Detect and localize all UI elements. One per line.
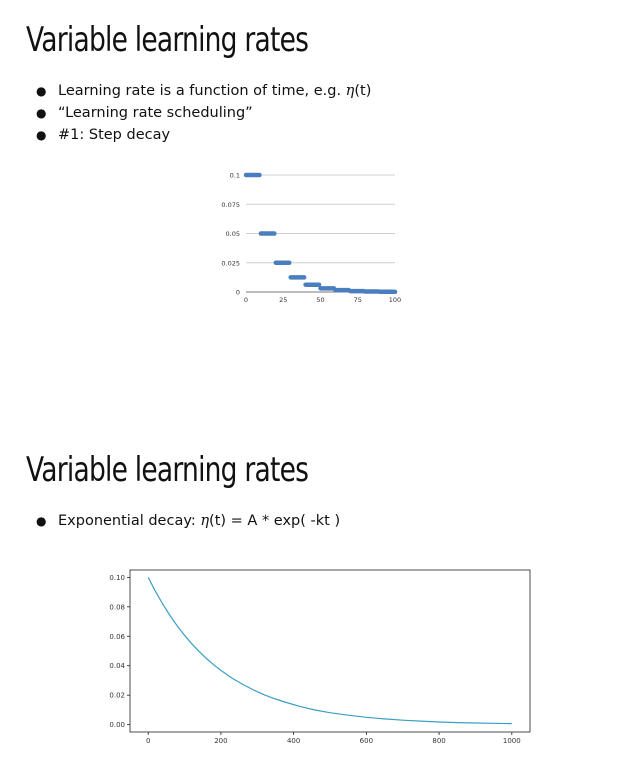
bullet-dot-icon: ●: [36, 84, 47, 98]
y-tick-label: 0.025: [221, 259, 240, 267]
y-tick-label: 0.04: [109, 662, 125, 670]
slide-title: Variable learning rates: [26, 20, 309, 60]
x-tick-label: 800: [432, 737, 445, 745]
bullet-dot-icon: ●: [36, 514, 47, 528]
y-tick-label: 0.00: [109, 721, 125, 729]
x-tick-label: 75: [354, 296, 362, 304]
bullet-item: ● #1: Step decay: [36, 124, 371, 146]
x-tick-label: 50: [316, 296, 324, 304]
x-tick-label: 0: [146, 737, 150, 745]
plot-frame: [129, 569, 531, 733]
x-tick-label: 25: [279, 296, 287, 304]
x-tick-label: 600: [360, 737, 373, 745]
x-tick-label: 200: [214, 737, 227, 745]
y-tick-label: 0.075: [221, 201, 240, 209]
y-tick-label: 0.1: [230, 172, 240, 180]
step-decay-chart: 0.1 0.075 0.05 0.025 00 25 50 75 100: [221, 172, 401, 305]
slide-title: Variable learning rates: [26, 450, 309, 490]
x-tick-label: 1000: [503, 737, 521, 745]
decay-curve-line: [147, 577, 512, 725]
y-tick-label: 0.05: [226, 230, 240, 238]
bullet-dot-icon: ●: [36, 106, 47, 120]
x-tick-label: 0: [244, 296, 248, 304]
x-tick-label: 400: [287, 737, 300, 745]
bullet-list: ● Learning rate is a function of time, e.…: [36, 80, 371, 146]
exponential-decay-chart: 0.10 0.08 0.06 0.04 0.02 0.00 0 200 400 600 800 100…: [109, 569, 531, 745]
slide-step-decay: Variable learning rates ● Learning rate i…: [26, 20, 401, 305]
bullet-dot-icon: ●: [36, 128, 47, 142]
bullet-item: ● “Learning rate scheduling”: [36, 102, 371, 124]
slide-exponential-decay: Variable learning rates ● Exponential dec…: [0, 440, 629, 760]
eta-symbol: η: [345, 83, 355, 99]
eta-symbol: η: [200, 513, 210, 529]
y-tick-label: 0.02: [109, 692, 125, 700]
x-tick-label: 100: [389, 296, 401, 304]
bullet-list: ● Exponential decay: η(t) = A * exp( -kt …: [36, 510, 340, 532]
y-tick-label: 0.10: [109, 574, 125, 582]
bullet-item: ● Exponential decay: η(t) = A * exp( -kt …: [36, 510, 340, 532]
y-tick-label: 0: [236, 289, 240, 297]
y-tick-label: 0.06: [109, 633, 125, 641]
y-tick-label: 0.08: [109, 603, 125, 611]
bullet-item: ● Learning rate is a function of time, e.…: [36, 80, 371, 102]
